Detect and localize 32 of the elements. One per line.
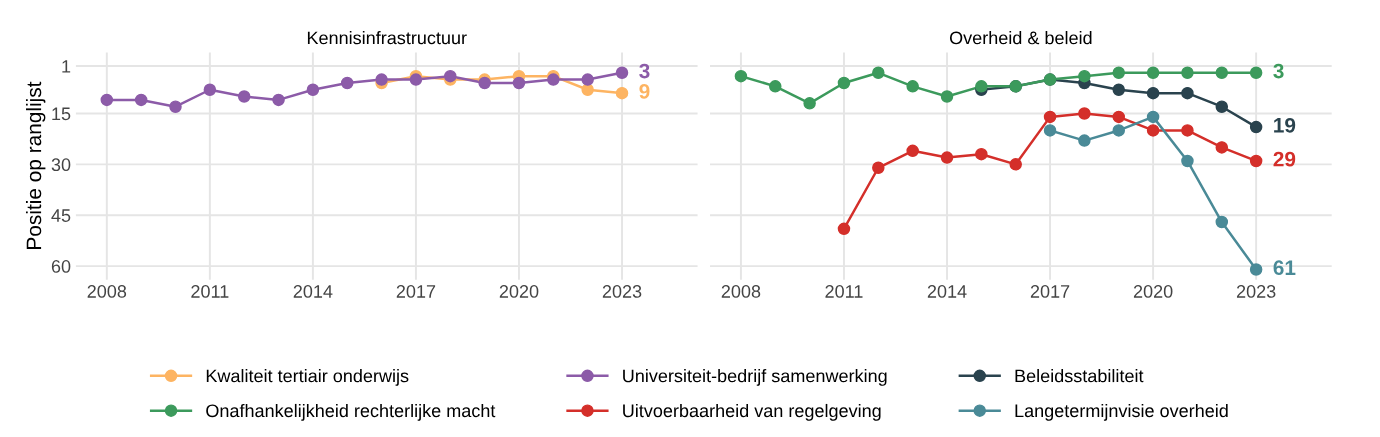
x-tick-label: 2011 (191, 285, 229, 298)
y-axis-title: Positie op ranglijst (25, 81, 46, 249)
x-tick-label: 2017 (1030, 285, 1070, 298)
data-label: 3 (639, 63, 650, 79)
y-tick-label: 15 (52, 107, 71, 121)
legend-label: Kwaliteit tertiair onderwijs (206, 369, 409, 386)
legend-label: Onafhankelijkheid rechterlijke macht (206, 403, 496, 421)
data-label: 29 (1273, 151, 1296, 167)
x-tick-label: 2023 (602, 285, 642, 298)
x-tick-label: 2008 (721, 285, 761, 298)
y-tick-label: 45 (51, 209, 71, 222)
x-tick-label: 2014 (927, 285, 967, 298)
x-tick-label: 2014 (293, 285, 333, 298)
x-tick-label: 2017 (396, 285, 436, 298)
data-label: 9 (639, 83, 650, 99)
legend-label: Universiteit-bedrijf samenwerking (623, 369, 887, 386)
data-label: 61 (1273, 260, 1296, 276)
x-tick-label: 2008 (87, 285, 127, 298)
data-label: 3 (1273, 63, 1284, 79)
data-label: 19 (1274, 117, 1296, 133)
legend-label: Beleidsstabiliteit (1015, 369, 1144, 383)
chart-title: Overheid & beleid (949, 31, 1092, 45)
y-tick-label: 30 (51, 158, 71, 172)
chart-title: Kennisinfrastructuur (307, 31, 467, 45)
x-tick-label: 2023 (1236, 285, 1276, 298)
legend-label: Langetermijnvisie overheid (1015, 403, 1228, 421)
x-tick-label: 2011 (825, 285, 863, 298)
x-tick-label: 2020 (1133, 285, 1173, 298)
x-tick-label: 2020 (499, 285, 539, 298)
y-tick-label: 1 (62, 60, 71, 73)
y-tick-label: 60 (51, 260, 71, 273)
legend-label: Uitvoerbaarheid van regelgeving (623, 403, 881, 421)
